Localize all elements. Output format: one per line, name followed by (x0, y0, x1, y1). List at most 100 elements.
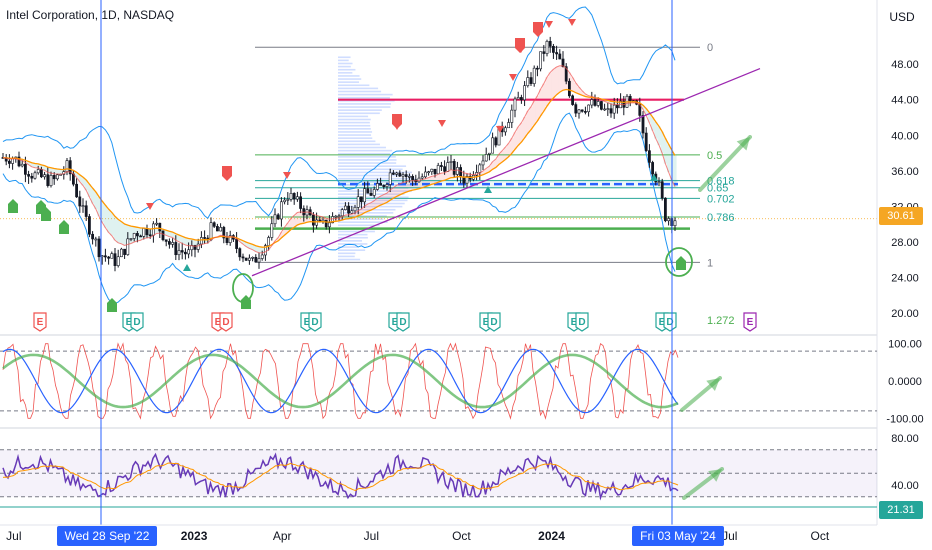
candle-body (254, 256, 258, 263)
highlight-circle (232, 273, 254, 303)
ema-cloud-slice (532, 100, 536, 126)
ema-cloud-slice (247, 243, 251, 249)
signal-markers (8, 19, 693, 312)
volume-profile-bar (338, 131, 373, 133)
candle-body (558, 53, 562, 60)
candle-body (577, 109, 581, 114)
candle-body (8, 160, 11, 164)
event-marker-letter: D (222, 317, 229, 328)
event-marker-letter: D (311, 317, 318, 328)
ema-cloud-slice (155, 228, 159, 234)
candle-body (596, 101, 600, 106)
ema-cloud-slice (43, 165, 47, 171)
highlight-circle (665, 247, 693, 277)
candle-body (542, 51, 546, 54)
candle-body (11, 158, 15, 164)
volume-profile-bar (338, 224, 380, 227)
candle-body (251, 256, 255, 259)
volume-profile-bar (338, 249, 366, 251)
candle-body (433, 168, 437, 175)
volume-profile-bar (338, 215, 387, 217)
candle-body (337, 215, 341, 218)
volume-profile-bar (338, 56, 351, 59)
ema-cloud-slice (382, 194, 386, 204)
time-tick-label: Jul (722, 529, 737, 543)
ema-cloud-slice (177, 234, 181, 242)
volume-profile-bar (338, 199, 408, 202)
candle-body (148, 234, 152, 237)
volume-profile-bar (338, 246, 359, 248)
annotation-arrow-head (706, 378, 720, 392)
ema-cloud-slice (580, 90, 584, 96)
ema-cloud-slice (561, 65, 565, 91)
event-marker-badge (130, 312, 144, 332)
buy-signal-marker (650, 174, 658, 181)
ema-cloud-slice (91, 188, 95, 204)
candle-body (356, 196, 360, 208)
candle-body (238, 248, 242, 258)
candle-body (81, 205, 85, 208)
trend-line[interactable] (251, 67, 761, 277)
ema-lines (2, 65, 676, 254)
candle-body (516, 97, 520, 100)
candle-body (590, 99, 594, 106)
candle-body (279, 201, 283, 220)
sell-flag-marker (515, 38, 525, 53)
candle-body (574, 104, 578, 114)
candle-body (244, 257, 248, 261)
volume-profile-bar (338, 59, 349, 62)
volume-profile-bar (338, 72, 353, 74)
candle-body (561, 58, 565, 67)
ema-cloud-slice (571, 77, 575, 92)
candle-body (104, 255, 107, 258)
volume-profile-bar (338, 124, 371, 127)
candle-body (587, 104, 591, 113)
candle-body (171, 242, 175, 245)
event-marker-letter: E (304, 317, 311, 328)
candle-body (203, 237, 207, 239)
rsi-tick-label: 80.00 (891, 433, 919, 445)
currency-selector[interactable]: USD (889, 10, 915, 24)
candle-body (513, 98, 517, 111)
candle-body (164, 239, 168, 242)
ema-cloud-slice (449, 169, 453, 178)
candle-body (155, 222, 159, 225)
candle-body (286, 199, 290, 201)
candle-body (545, 41, 549, 54)
candle-body (270, 223, 274, 238)
candle-body (609, 108, 613, 114)
event-marker-letter: D (666, 317, 673, 328)
ema-cloud-slice (558, 65, 562, 93)
ema-cloud-slice (503, 147, 507, 160)
time-tick-label: Oct (811, 529, 830, 543)
candle-body (459, 167, 463, 178)
ema-cloud-slice (535, 95, 539, 121)
candle-body (404, 174, 408, 177)
ema-cloud-slice (260, 247, 264, 254)
price-tick-label: 24.00 (891, 273, 919, 285)
event-marker-badge (219, 312, 233, 332)
candle-body (180, 250, 184, 253)
ema-cloud-slice (491, 161, 495, 170)
candle-body (446, 162, 450, 172)
candle-body (263, 245, 267, 256)
candle-body (295, 196, 299, 200)
osc-tick-label: -100.00 (886, 413, 923, 425)
candle-body (161, 230, 165, 241)
ema-cloud-slice (87, 184, 91, 198)
candle-body (324, 219, 328, 228)
candle-body (452, 161, 456, 175)
ema-cloud-slice (363, 206, 367, 213)
price-tick-label: 36.00 (891, 166, 919, 178)
annotation-arrows[interactable] (680, 135, 752, 500)
volume-profile-bar (338, 106, 391, 108)
volume-profile-bar (338, 255, 355, 258)
volume-profile-bar (338, 221, 388, 223)
candle-body (641, 115, 645, 134)
candle-body (23, 163, 27, 175)
event-marker-badge (743, 312, 757, 332)
ema-cloud-slice (606, 100, 610, 103)
candle-body (481, 160, 485, 166)
candle-body (49, 175, 53, 186)
